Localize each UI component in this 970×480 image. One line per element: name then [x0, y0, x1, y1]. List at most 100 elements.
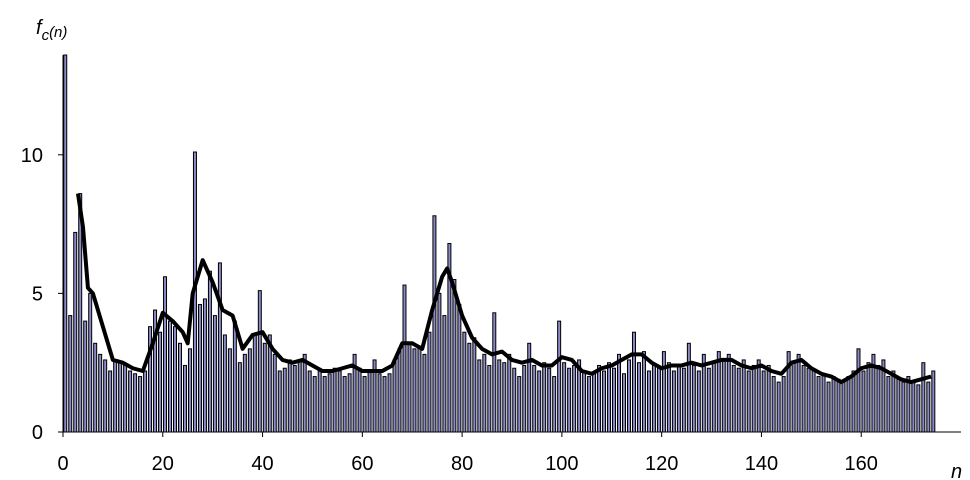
- bar: [168, 320, 173, 433]
- bar: [741, 359, 746, 433]
- bar: [527, 342, 532, 433]
- x-tick-label: 60: [351, 453, 373, 475]
- bar: [791, 362, 796, 433]
- bar: [826, 381, 831, 433]
- bar: [681, 367, 686, 433]
- bar: [921, 362, 926, 433]
- bar: [572, 364, 577, 433]
- bar: [93, 342, 98, 433]
- bar: [357, 367, 362, 433]
- bar: [567, 367, 572, 433]
- bar: [173, 326, 177, 433]
- bar: [806, 367, 811, 433]
- bar: [492, 312, 497, 433]
- bar: [666, 362, 671, 433]
- bar: [432, 215, 437, 433]
- bar: [88, 292, 93, 433]
- bar: [73, 231, 78, 433]
- bar: [562, 362, 567, 433]
- x-tick-label: 80: [451, 453, 473, 475]
- bar: [257, 290, 262, 433]
- bar: [691, 364, 696, 433]
- bar: [582, 370, 587, 433]
- bar: [557, 320, 562, 433]
- bar: [197, 303, 202, 433]
- bar: [836, 378, 841, 433]
- y-tick-label: 0: [32, 422, 43, 444]
- bar: [502, 362, 507, 433]
- bar: [217, 262, 222, 433]
- bar: [98, 353, 103, 433]
- bar: [387, 373, 392, 433]
- bar: [123, 364, 128, 433]
- bar: [392, 359, 397, 433]
- bar: [532, 364, 537, 433]
- bar: [731, 364, 736, 433]
- bar: [407, 342, 412, 433]
- bar: [307, 370, 312, 433]
- bar: [282, 367, 287, 433]
- bar: [497, 359, 502, 433]
- bar: [227, 348, 232, 433]
- bar: [417, 345, 422, 433]
- bar: [696, 370, 701, 433]
- bar: [931, 370, 936, 433]
- bar: [68, 315, 73, 433]
- bar: [397, 348, 402, 433]
- bar: [272, 353, 277, 433]
- bar: [367, 370, 372, 433]
- bar: [706, 367, 711, 433]
- bar: [756, 359, 761, 433]
- bar: [716, 351, 721, 433]
- bar: [641, 351, 646, 433]
- bar: [103, 359, 108, 433]
- bar: [292, 364, 297, 433]
- y-tick-label: 5: [32, 283, 43, 305]
- bar: [337, 370, 342, 433]
- bar: [776, 381, 781, 433]
- bar: [422, 353, 427, 433]
- bar: [861, 370, 866, 433]
- bar: [771, 376, 776, 433]
- bar: [781, 376, 786, 433]
- bar: [866, 362, 871, 433]
- bar: [886, 376, 891, 433]
- bar: [597, 364, 602, 433]
- bar: [916, 384, 921, 433]
- bar: [467, 342, 472, 433]
- bar: [656, 367, 661, 433]
- bar: [602, 370, 607, 433]
- bar: [212, 315, 217, 433]
- bar: [277, 370, 282, 433]
- y-axis-label: fc(n): [36, 17, 67, 44]
- bar: [607, 362, 612, 433]
- bar: [342, 376, 347, 433]
- bar: [237, 362, 242, 433]
- bar: [63, 54, 68, 433]
- bar: [362, 376, 367, 433]
- bar: [482, 353, 487, 433]
- bar: [442, 315, 447, 433]
- bar: [327, 373, 332, 433]
- bar: [926, 381, 931, 433]
- bar: [537, 370, 542, 433]
- bar: [247, 348, 252, 433]
- x-axis-label: n: [951, 461, 962, 480]
- bar: [472, 337, 477, 433]
- bar: [911, 381, 916, 433]
- bar: [262, 342, 267, 433]
- bar: [108, 370, 113, 433]
- bar: [232, 320, 237, 433]
- bar: [347, 373, 352, 433]
- bar: [517, 376, 522, 433]
- bar: [587, 376, 592, 433]
- bar: [622, 373, 626, 433]
- bar: [252, 334, 257, 433]
- bar: [312, 376, 317, 433]
- bar: [891, 370, 896, 433]
- bar: [552, 376, 557, 433]
- bar: [322, 376, 327, 433]
- bar: [377, 373, 382, 433]
- bar: [846, 376, 851, 433]
- bar: [896, 378, 901, 433]
